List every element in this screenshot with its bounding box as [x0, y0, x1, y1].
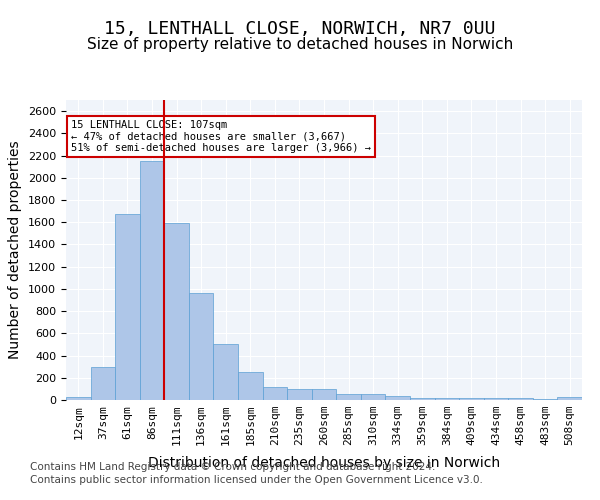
Text: Size of property relative to detached houses in Norwich: Size of property relative to detached ho… [87, 38, 513, 52]
Bar [385, 396, 410, 400]
Bar [189, 294, 214, 400]
Bar [66, 397, 91, 400]
X-axis label: Distribution of detached houses by size in Norwich: Distribution of detached houses by size … [148, 456, 500, 470]
Bar [336, 394, 361, 400]
Bar [312, 389, 336, 400]
Text: Contains public sector information licensed under the Open Government Licence v3: Contains public sector information licen… [30, 475, 483, 485]
Bar [287, 389, 312, 400]
Bar [434, 398, 459, 400]
Bar [410, 398, 434, 400]
Bar [214, 344, 238, 400]
Text: 15 LENTHALL CLOSE: 107sqm
← 47% of detached houses are smaller (3,667)
51% of se: 15 LENTHALL CLOSE: 107sqm ← 47% of detac… [71, 120, 371, 153]
Bar [557, 397, 582, 400]
Bar [263, 386, 287, 400]
Bar [361, 394, 385, 400]
Bar [91, 366, 115, 400]
Bar [238, 372, 263, 400]
Bar [484, 398, 508, 400]
Bar [115, 214, 140, 400]
Text: 15, LENTHALL CLOSE, NORWICH, NR7 0UU: 15, LENTHALL CLOSE, NORWICH, NR7 0UU [104, 20, 496, 38]
Bar [459, 398, 484, 400]
Bar [164, 223, 189, 400]
Bar [508, 398, 533, 400]
Text: Contains HM Land Registry data © Crown copyright and database right 2024.: Contains HM Land Registry data © Crown c… [30, 462, 436, 472]
Y-axis label: Number of detached properties: Number of detached properties [8, 140, 22, 360]
Bar [140, 161, 164, 400]
